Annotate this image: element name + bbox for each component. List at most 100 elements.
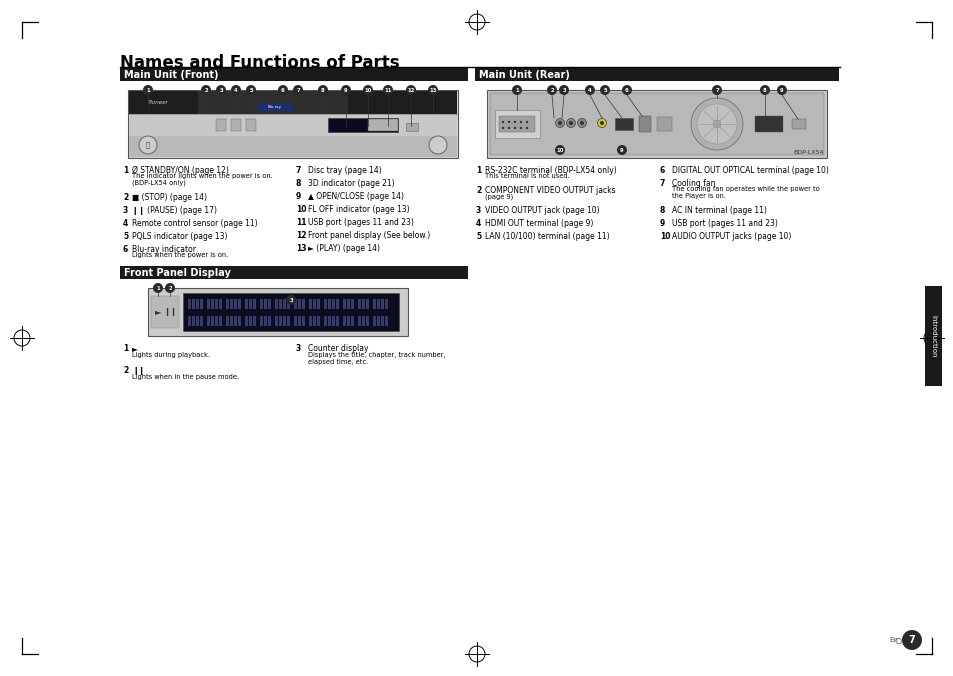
Text: Main Unit (Front): Main Unit (Front) — [124, 70, 218, 80]
Text: USB port (pages 11 and 23): USB port (pages 11 and 23) — [671, 219, 777, 228]
Circle shape — [507, 121, 510, 123]
Bar — [278, 316, 282, 326]
Text: PQLS indicator (page 13): PQLS indicator (page 13) — [132, 232, 227, 241]
Circle shape — [525, 121, 528, 123]
Circle shape — [317, 85, 328, 95]
Text: 1: 1 — [515, 87, 518, 93]
Text: 5: 5 — [476, 232, 480, 241]
Text: 10: 10 — [659, 232, 670, 241]
Text: 8: 8 — [295, 179, 301, 188]
Bar — [278, 299, 282, 309]
FancyBboxPatch shape — [148, 288, 408, 336]
Text: RS-232C terminal (BDP-LX54 only): RS-232C terminal (BDP-LX54 only) — [484, 166, 616, 175]
Circle shape — [143, 85, 152, 95]
Text: elapsed time, etc.: elapsed time, etc. — [308, 359, 368, 365]
Text: 3: 3 — [561, 87, 565, 93]
Circle shape — [382, 85, 393, 95]
Text: 11: 11 — [295, 218, 306, 227]
Bar — [328, 316, 331, 326]
Bar — [260, 316, 263, 326]
Bar — [214, 299, 218, 309]
Circle shape — [901, 630, 921, 650]
Circle shape — [558, 85, 568, 95]
Text: Introduction: Introduction — [929, 315, 936, 357]
Circle shape — [286, 295, 295, 305]
Bar — [754, 116, 782, 132]
Circle shape — [555, 118, 564, 128]
Circle shape — [555, 145, 564, 155]
Text: Front Panel Display: Front Panel Display — [124, 268, 231, 278]
Text: Blu-ray: Blu-ray — [268, 105, 282, 109]
Circle shape — [566, 118, 575, 128]
Bar — [357, 316, 360, 326]
Bar — [302, 316, 305, 326]
Bar — [385, 316, 388, 326]
Text: 12: 12 — [295, 231, 306, 240]
Bar — [195, 316, 199, 326]
Bar — [253, 299, 255, 309]
Circle shape — [139, 136, 157, 154]
Circle shape — [201, 85, 211, 95]
Text: 9: 9 — [295, 192, 301, 201]
Circle shape — [584, 85, 595, 95]
Text: 3: 3 — [289, 297, 293, 302]
Text: ►: ► — [132, 344, 138, 353]
Text: 6: 6 — [659, 166, 664, 175]
Text: (BDP-LX54 only): (BDP-LX54 only) — [132, 180, 186, 187]
Circle shape — [712, 120, 720, 128]
Text: 13: 13 — [295, 244, 306, 253]
Text: 11: 11 — [384, 87, 392, 93]
Text: 10: 10 — [556, 147, 563, 153]
Bar — [316, 316, 319, 326]
Circle shape — [597, 118, 606, 128]
Circle shape — [599, 121, 603, 125]
Bar — [361, 299, 365, 309]
Text: ❙❙: ❙❙ — [163, 308, 177, 316]
Bar — [380, 299, 384, 309]
Text: 8: 8 — [321, 87, 325, 93]
Bar — [302, 299, 305, 309]
Bar — [495, 110, 539, 138]
Text: the Player is on.: the Player is on. — [671, 193, 725, 199]
Circle shape — [501, 121, 504, 123]
Bar — [198, 91, 348, 114]
Bar — [309, 316, 312, 326]
Text: 4: 4 — [588, 87, 591, 93]
Bar — [287, 299, 290, 309]
Text: BDP-LX54: BDP-LX54 — [793, 150, 823, 155]
Circle shape — [514, 121, 516, 123]
Bar — [237, 316, 241, 326]
FancyBboxPatch shape — [128, 90, 457, 158]
Bar — [268, 299, 271, 309]
Circle shape — [277, 85, 288, 95]
Bar — [351, 299, 354, 309]
Bar — [274, 299, 277, 309]
Bar — [373, 299, 375, 309]
Text: AUDIO OUTPUT jacks (page 10): AUDIO OUTPUT jacks (page 10) — [671, 232, 791, 241]
Text: The cooling fan operates while the power to: The cooling fan operates while the power… — [671, 186, 819, 192]
Bar — [368, 119, 397, 131]
Text: 7: 7 — [907, 635, 915, 645]
FancyBboxPatch shape — [120, 68, 468, 81]
Bar — [219, 299, 222, 309]
Circle shape — [579, 121, 583, 125]
Text: 2: 2 — [476, 186, 480, 195]
Text: Disc tray (page 14): Disc tray (page 14) — [308, 166, 381, 175]
Circle shape — [514, 127, 516, 129]
Bar — [246, 119, 255, 131]
Text: 9: 9 — [780, 87, 783, 93]
Text: 2: 2 — [123, 193, 128, 202]
Text: Pioneer: Pioneer — [148, 101, 168, 105]
Bar — [260, 299, 263, 309]
Bar — [376, 299, 379, 309]
Text: FL OFF indicator (page 13): FL OFF indicator (page 13) — [308, 205, 409, 214]
Circle shape — [428, 85, 437, 95]
FancyBboxPatch shape — [486, 90, 826, 158]
Bar — [183, 293, 398, 331]
Text: Remote control sensor (page 11): Remote control sensor (page 11) — [132, 219, 257, 228]
Bar — [215, 119, 226, 131]
Bar — [313, 316, 315, 326]
Text: Displays the title, chapter, track number,: Displays the title, chapter, track numbe… — [308, 352, 445, 358]
Bar — [226, 299, 229, 309]
Bar — [324, 316, 327, 326]
